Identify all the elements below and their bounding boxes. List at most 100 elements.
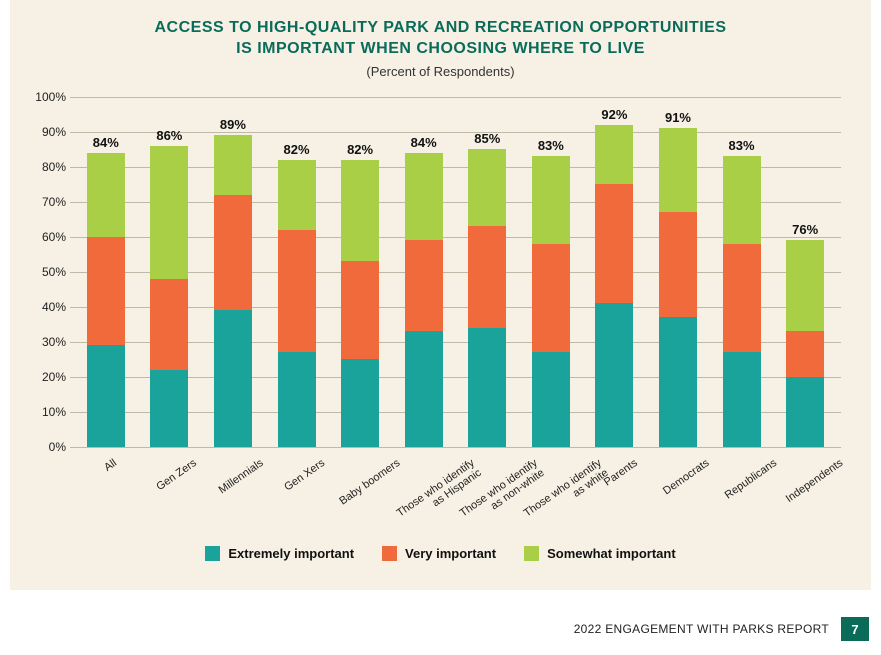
x-category-label: Independents [784,457,846,505]
bar-segment-very [659,212,697,317]
x-category-label: Baby boomers [337,457,402,508]
bar-total-label: 84% [93,135,119,150]
bar-segment-somewhat [532,156,570,244]
bar-segment-very [595,184,633,303]
x-category: Those who identifyas Hispanic [405,447,443,542]
x-category: Those who identifyas non-white [468,447,506,542]
legend-label: Very important [405,546,496,561]
bar-segment-extremely [659,317,697,447]
x-category-label: Millennials [217,457,266,496]
footer-text: 2022 ENGAGEMENT WITH PARKS REPORT [574,622,829,636]
page-number: 7 [841,617,869,641]
bar-column: 84% [87,97,125,447]
bar-column: 91% [659,97,697,447]
y-tick-label: 0% [30,440,66,454]
bar-segment-somewhat [214,135,252,195]
y-tick-label: 80% [30,160,66,174]
bars-container: 84% 86% 89% 82% 82% 84% 85% 83% 92% 91% 83% 76% [70,97,841,447]
x-category-label: All [102,457,119,474]
x-category: Those who identifyas white [532,447,570,542]
bar-segment-very [723,244,761,353]
bar-column: 84% [405,97,443,447]
y-tick-label: 60% [30,230,66,244]
bar-segment-extremely [723,352,761,447]
bar-total-label: 92% [601,107,627,122]
bar-segment-extremely [278,352,316,447]
bar-segment-extremely [595,303,633,447]
page-footer: 2022 ENGAGEMENT WITH PARKS REPORT 7 [574,617,869,641]
y-tick-label: 100% [30,90,66,104]
legend: Extremely important Very important Somewha… [30,546,851,561]
x-category: Parents [595,447,633,542]
bar-segment-very [87,237,125,346]
chart-subtitle: (Percent of Respondents) [30,64,851,79]
bar-total-label: 85% [474,131,500,146]
x-category-label: Gen Xers [282,457,327,494]
bar-column: 76% [786,97,824,447]
bar-segment-extremely [341,359,379,447]
bar-segment-extremely [468,328,506,447]
bar-column: 85% [468,97,506,447]
legend-item: Somewhat important [524,546,676,561]
bar-total-label: 83% [729,138,755,153]
bar-segment-very [786,331,824,377]
y-tick-label: 50% [30,265,66,279]
bar-column: 82% [278,97,316,447]
bar-segment-very [150,279,188,370]
legend-swatch [524,546,539,561]
bar-segment-very [532,244,570,353]
y-tick-label: 70% [30,195,66,209]
bar-total-label: 82% [347,142,373,157]
bar-segment-extremely [405,331,443,447]
x-category-label: Parents [602,457,640,489]
bar-total-label: 84% [411,135,437,150]
title-line1: ACCESS TO HIGH-QUALITY PARK AND RECREATI… [154,19,726,36]
x-category-label: Democrats [661,457,712,497]
bar-segment-very [468,226,506,328]
chart-panel: ACCESS TO HIGH-QUALITY PARK AND RECREATI… [10,0,871,590]
bar-column: 83% [532,97,570,447]
bar-segment-very [278,230,316,353]
x-category-label: Gen Zers [155,457,200,493]
x-category: Independents [786,447,824,542]
x-category: Gen Zers [150,447,188,542]
bar-column: 83% [723,97,761,447]
bar-segment-somewhat [595,125,633,185]
bar-segment-extremely [87,345,125,447]
bar-column: 82% [341,97,379,447]
y-tick-label: 10% [30,405,66,419]
x-category: Baby boomers [341,447,379,542]
bar-column: 92% [595,97,633,447]
x-category: Gen Xers [278,447,316,542]
bar-segment-very [341,261,379,359]
bar-segment-somewhat [87,153,125,237]
legend-swatch [382,546,397,561]
plot-area: 0%10%20%30%40%50%60%70%80%90%100% 84%86%… [70,97,841,447]
chart-title: ACCESS TO HIGH-QUALITY PARK AND RECREATI… [30,18,851,60]
y-tick-label: 40% [30,300,66,314]
bar-segment-somewhat [786,240,824,331]
bar-segment-somewhat [723,156,761,244]
legend-swatch [205,546,220,561]
legend-item: Extremely important [205,546,354,561]
x-category-label: Republicans [722,457,779,502]
bar-segment-somewhat [278,160,316,230]
bar-segment-extremely [150,370,188,447]
bar-total-label: 89% [220,117,246,132]
bar-total-label: 76% [792,222,818,237]
bar-segment-very [405,240,443,331]
bar-segment-somewhat [468,149,506,226]
bar-segment-somewhat [405,153,443,241]
x-category: Millennials [214,447,252,542]
bar-total-label: 91% [665,110,691,125]
x-category: Democrats [659,447,697,542]
bar-total-label: 86% [156,128,182,143]
bar-segment-somewhat [341,160,379,262]
x-category: Republicans [723,447,761,542]
bar-column: 86% [150,97,188,447]
bar-segment-extremely [214,310,252,447]
bar-segment-somewhat [150,146,188,279]
bar-total-label: 82% [284,142,310,157]
x-axis: All Gen Zers Millennials Gen Xers Baby boome… [70,447,841,542]
bar-column: 89% [214,97,252,447]
